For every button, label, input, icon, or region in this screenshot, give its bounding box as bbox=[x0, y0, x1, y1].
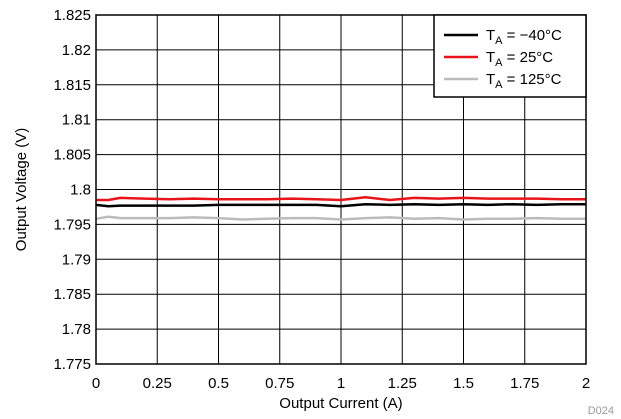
legend-label-1: TA = 25°C bbox=[486, 49, 553, 69]
x-tick-label: 0.75 bbox=[265, 375, 294, 392]
x-tick-label: 0 bbox=[92, 375, 100, 392]
x-tick-label: 2 bbox=[582, 375, 590, 392]
figure-id: D024 bbox=[588, 405, 614, 417]
plot-frame bbox=[95, 14, 587, 365]
y-tick-label: 1.8 bbox=[70, 182, 91, 199]
y-tick-label: 1.825 bbox=[53, 7, 91, 24]
y-tick-label: 1.795 bbox=[53, 216, 91, 233]
y-tick-label: 1.82 bbox=[62, 42, 91, 59]
y-tick-label: 1.805 bbox=[53, 147, 91, 164]
series-layer bbox=[95, 195, 586, 221]
legend: TA = −40°CTA = 25°CTA = 125°C bbox=[433, 14, 587, 98]
y-tick-label: 1.78 bbox=[62, 321, 91, 338]
grid bbox=[95, 14, 587, 365]
x-tick-label: 1.5 bbox=[453, 375, 474, 392]
y-tick-label: 1.81 bbox=[62, 112, 91, 129]
x-tick-label: 1.25 bbox=[388, 375, 417, 392]
x-tick-labels: 0 0.25 0.5 0.75 1 1.25 1.5 1.75 2 bbox=[92, 375, 590, 392]
series-line-0 bbox=[95, 202, 586, 208]
y-tick-label: 1.775 bbox=[53, 356, 91, 373]
legend-label-0: TA = −40°C bbox=[486, 27, 562, 47]
y-tick-labels: 1.775 1.78 1.785 1.79 1.795 1.8 1.805 1.81 1.815… bbox=[53, 7, 91, 373]
y-tick-label: 1.815 bbox=[53, 77, 91, 94]
x-tick-label: 0.25 bbox=[143, 375, 172, 392]
series-line-1 bbox=[96, 195, 586, 202]
y-axis-label: Output Voltage (V) bbox=[13, 128, 30, 251]
x-tick-label: 1.75 bbox=[510, 375, 539, 392]
x-tick-label: 0.5 bbox=[208, 375, 229, 392]
x-tick-label: 1 bbox=[337, 375, 345, 392]
y-tick-label: 1.79 bbox=[62, 251, 91, 268]
x-axis-label: Output Current (A) bbox=[279, 395, 402, 412]
series-line-2 bbox=[95, 215, 586, 221]
y-tick-label: 1.785 bbox=[53, 286, 91, 303]
legend-label-2: TA = 125°C bbox=[486, 71, 562, 91]
